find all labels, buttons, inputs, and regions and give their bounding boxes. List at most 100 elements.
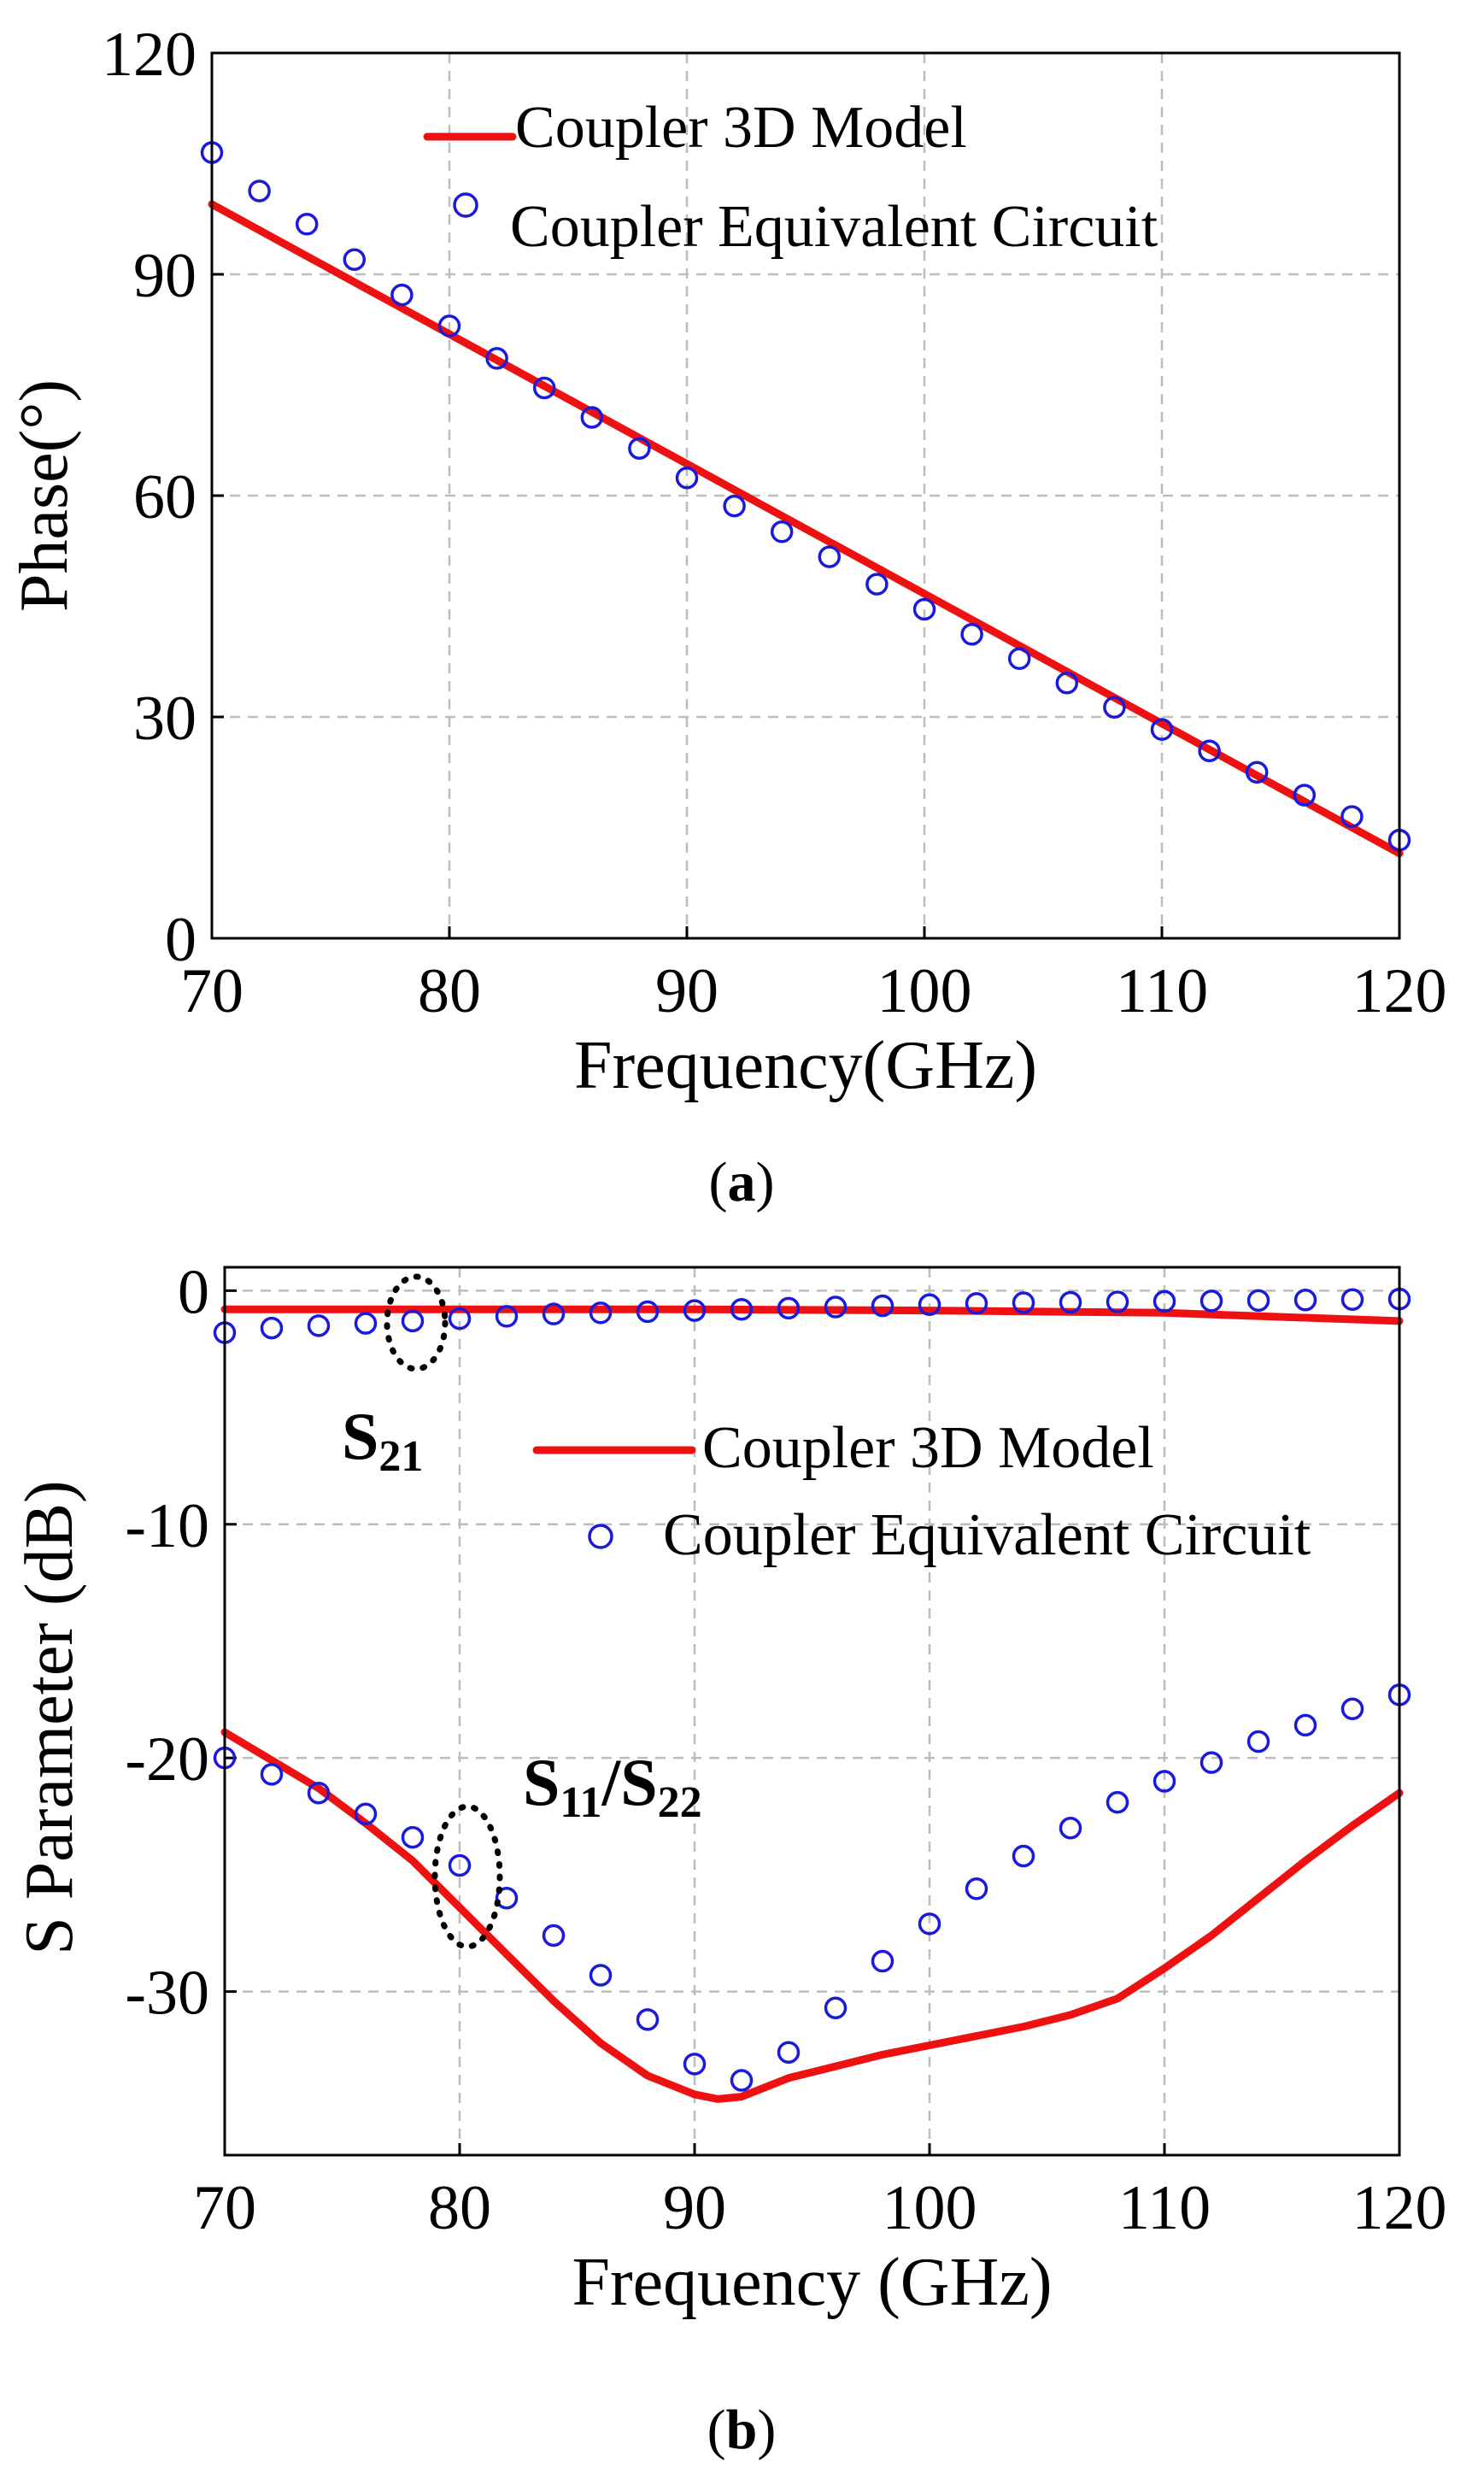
panel-b-caption-letter: b xyxy=(726,2399,758,2461)
data-point-coupler-equivalent-circuit xyxy=(628,437,651,460)
data-point-coupler-equivalent-circuit-s11-s22 xyxy=(354,1802,378,1826)
data-point-coupler-equivalent-circuit xyxy=(343,248,367,271)
data-point-coupler-equivalent-circuit-s11-s22 xyxy=(542,1924,566,1947)
y-tick-label: 60 xyxy=(133,462,196,532)
panel-a-legend-label-equivalent-circuit: Coupler Equivalent Circuit xyxy=(510,194,1158,260)
data-point-coupler-equivalent-circuit xyxy=(248,179,271,203)
data-point-coupler-equivalent-circuit xyxy=(675,467,699,490)
y-tick-label: -20 xyxy=(125,1724,209,1795)
data-point-coupler-equivalent-circuit-s11-s22 xyxy=(871,1949,895,1973)
series-line-coupler-3d-model-s11-s22 xyxy=(220,1728,1404,2103)
data-point-coupler-equivalent-circuit-s21 xyxy=(1106,1290,1129,1313)
panel-a-caption: (a) xyxy=(709,1151,775,1213)
data-point-coupler-equivalent-circuit-s11-s22 xyxy=(401,1825,425,1849)
data-point-coupler-equivalent-circuit xyxy=(580,406,604,429)
panel-a-grid xyxy=(212,53,1399,938)
panel-a-x-axis-title: Frequency(GHz) xyxy=(574,1028,1037,1103)
panel-b-ticks: 70 80 90 100 110 120 0 -10 -20 -30 xyxy=(125,1257,1446,2243)
s22-annotation-label: /S xyxy=(601,1745,658,1819)
x-tick-label: 90 xyxy=(655,956,719,1026)
data-point-coupler-equivalent-circuit-s11-s22 xyxy=(260,1763,284,1786)
x-tick-label: 120 xyxy=(1352,956,1447,1026)
y-tick-label: 0 xyxy=(165,905,196,975)
panel-b-y-axis-title: S Parameter (dB) xyxy=(12,1480,87,1954)
s21-highlight-ellipse xyxy=(384,1273,449,1372)
series-line-coupler-3d-model-s21 xyxy=(220,1305,1404,1325)
data-point-coupler-equivalent-circuit-s11-s22 xyxy=(307,1781,331,1805)
x-tick-label: 110 xyxy=(1116,956,1208,1026)
panel-a-legend-label-3d-model: Coupler 3D Model xyxy=(515,95,967,161)
data-point-coupler-equivalent-circuit xyxy=(295,213,319,236)
data-point-coupler-equivalent-circuit xyxy=(1198,739,1221,762)
data-point-coupler-equivalent-circuit-s11-s22 xyxy=(824,1996,848,2019)
data-point-coupler-equivalent-circuit-s21 xyxy=(1340,1288,1364,1311)
data-point-coupler-equivalent-circuit xyxy=(532,376,556,400)
data-point-coupler-equivalent-circuit xyxy=(770,520,794,543)
data-point-coupler-equivalent-circuit-s11-s22 xyxy=(495,1886,519,1910)
panel-b-legend-marker-swatch xyxy=(588,1524,613,1549)
s21-annotation: S21 xyxy=(342,1399,423,1481)
y-tick-label: 0 xyxy=(178,1257,209,1327)
panel-b-grid xyxy=(225,1267,1399,2155)
s22-annotation-subscript: 22 xyxy=(658,1778,702,1827)
data-point-coupler-equivalent-circuit-s21 xyxy=(1200,1289,1223,1313)
data-point-coupler-equivalent-circuit xyxy=(865,573,889,596)
s11-annotation-subscript: 11 xyxy=(560,1778,601,1827)
data-point-coupler-equivalent-circuit-s11-s22 xyxy=(1340,1697,1364,1721)
data-point-coupler-equivalent-circuit-s21 xyxy=(1246,1289,1270,1313)
data-point-coupler-equivalent-circuit xyxy=(437,314,461,338)
y-tick-label: -10 xyxy=(125,1491,209,1561)
data-point-coupler-equivalent-circuit-s11-s22 xyxy=(589,1964,613,1987)
x-tick-label: 110 xyxy=(1118,2173,1211,2243)
data-point-coupler-equivalent-circuit xyxy=(723,494,746,518)
panel-b-s-parameter-chart: 70 80 90 100 110 120 0 -10 -20 -30 S Parameter (d… xyxy=(12,1257,1447,2461)
panel-a-phase-chart: 70 80 90 100 110 120 0 30 60 90 120 Phase(°) Frequ… xyxy=(7,20,1447,1213)
s11-annotation-label: S xyxy=(523,1745,560,1819)
data-point-coupler-equivalent-circuit-s21 xyxy=(824,1295,848,1319)
data-point-coupler-equivalent-circuit-s21 xyxy=(495,1305,519,1328)
data-point-coupler-equivalent-circuit xyxy=(1007,647,1031,671)
data-point-coupler-equivalent-circuit xyxy=(912,597,936,621)
data-point-coupler-equivalent-circuit-s11-s22 xyxy=(1106,1790,1129,1814)
data-point-coupler-equivalent-circuit-s11-s22 xyxy=(683,2053,707,2076)
panel-b-legend-label-3d-model: Coupler 3D Model xyxy=(702,1415,1154,1481)
panel-a-ticks: 70 80 90 100 110 120 0 30 60 90 120 xyxy=(102,20,1447,1026)
y-tick-label: 30 xyxy=(133,684,196,754)
data-point-coupler-equivalent-circuit-s21 xyxy=(307,1314,331,1337)
data-point-coupler-equivalent-circuit-s21 xyxy=(542,1302,566,1325)
data-point-coupler-equivalent-circuit-s11-s22 xyxy=(777,2041,801,2064)
data-point-coupler-equivalent-circuit xyxy=(960,623,983,646)
data-point-coupler-equivalent-circuit-s21 xyxy=(448,1307,472,1331)
x-tick-label: 80 xyxy=(428,2173,491,2243)
data-point-coupler-equivalent-circuit-s21 xyxy=(1012,1291,1035,1314)
data-point-coupler-equivalent-circuit xyxy=(1103,696,1126,720)
data-point-coupler-equivalent-circuit-s21 xyxy=(354,1312,378,1335)
panel-a-y-axis-title: Phase(°) xyxy=(7,379,82,612)
x-tick-label: 90 xyxy=(663,2173,726,2243)
s11-s22-highlight-ellipse xyxy=(431,1803,503,1950)
data-point-coupler-equivalent-circuit xyxy=(390,283,414,307)
data-point-coupler-equivalent-circuit-s21 xyxy=(1153,1289,1176,1313)
series-line-coupler-3d-model xyxy=(208,200,1404,858)
panel-a-legend: Coupler 3D Model Coupler Equivalent Circ… xyxy=(423,95,1158,260)
x-tick-label: 80 xyxy=(418,956,481,1026)
panel-b-x-axis-title: Frequency (GHz) xyxy=(572,2245,1053,2320)
y-tick-label: 90 xyxy=(133,241,196,311)
x-tick-label: 70 xyxy=(180,956,243,1026)
data-point-coupler-equivalent-circuit-s11-s22 xyxy=(730,2069,754,2092)
panel-a-legend-marker-swatch xyxy=(453,192,478,218)
data-point-coupler-equivalent-circuit-s11-s22 xyxy=(1059,1816,1082,1840)
data-point-coupler-equivalent-circuit-s11-s22 xyxy=(965,1877,988,1900)
data-point-coupler-equivalent-circuit xyxy=(1245,761,1269,784)
data-point-coupler-equivalent-circuit-s11-s22 xyxy=(636,2008,660,2031)
s21-annotation-label: S xyxy=(342,1399,378,1473)
data-point-coupler-equivalent-circuit-s11-s22 xyxy=(1012,1844,1035,1868)
data-point-coupler-equivalent-circuit-s11-s22 xyxy=(448,1853,472,1877)
panel-a-plot-frame xyxy=(210,51,1401,940)
data-point-coupler-equivalent-circuit-s21 xyxy=(636,1300,660,1324)
data-point-coupler-equivalent-circuit-s21 xyxy=(918,1293,941,1316)
x-tick-label: 100 xyxy=(883,2173,977,2243)
panel-a-series xyxy=(200,141,1411,858)
data-point-coupler-equivalent-circuit-s21 xyxy=(777,1296,801,1320)
data-point-coupler-equivalent-circuit xyxy=(1293,784,1317,807)
